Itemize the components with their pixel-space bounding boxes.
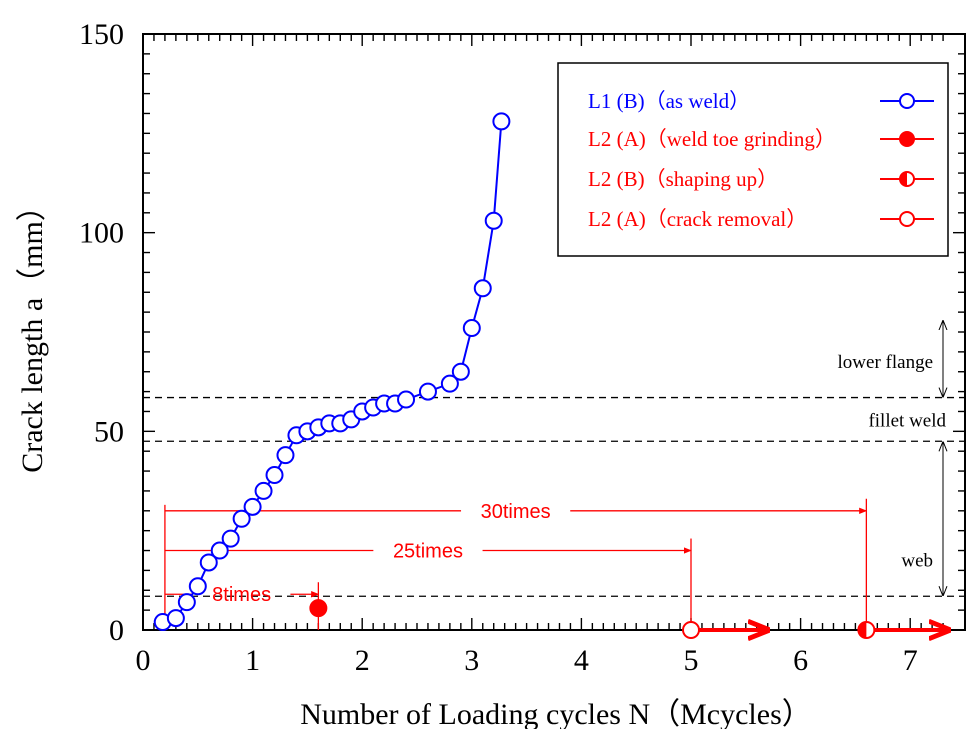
data-series <box>153 112 949 639</box>
legend-marker <box>899 93 915 109</box>
x-axis-label: Number of Loading cycles N（Mcycles） <box>300 698 812 729</box>
x-tick-label: 3 <box>464 644 479 677</box>
data-point <box>440 374 459 393</box>
region-markers: lower flange fillet weld web <box>838 321 947 595</box>
data-point <box>243 497 262 516</box>
x-tick-label: 1 <box>245 644 260 677</box>
annotation-label-30times: 30times <box>481 501 551 523</box>
data-point <box>492 112 511 131</box>
data-point <box>484 211 503 230</box>
x-tick-label: 7 <box>903 644 918 677</box>
legend-label-1: L2 (A)（weld toe grinding） <box>588 127 836 151</box>
data-point <box>309 599 328 618</box>
region-label-lower-flange: lower flange <box>838 352 933 373</box>
legend-box <box>557 62 949 257</box>
data-point <box>473 279 492 298</box>
data-point <box>276 446 295 465</box>
x-tick-labels: 0 1 2 3 4 5 6 7 <box>136 644 918 677</box>
legend-marker <box>899 131 915 147</box>
x-tick-label: 2 <box>355 644 370 677</box>
data-point <box>418 382 437 401</box>
data-point <box>265 466 284 485</box>
x-tick-label: 0 <box>136 644 151 677</box>
data-point <box>199 553 218 572</box>
data-point <box>254 481 273 500</box>
region-label-fillet-weld: fillet weld <box>868 410 946 431</box>
y-tick-label: 50 <box>94 415 124 448</box>
data-point <box>166 609 185 628</box>
y-tick-label: 0 <box>109 614 124 647</box>
legend-label-2: L2 (B)（shaping up） <box>588 167 778 191</box>
axis-ticks <box>143 34 965 630</box>
annotation-label-8times: 8times <box>212 584 271 606</box>
x-tick-label: 4 <box>574 644 589 677</box>
legend-marker <box>899 171 915 187</box>
data-point <box>210 541 229 560</box>
y-tick-label: 150 <box>79 18 124 51</box>
y-tick-labels: 0 50 100 150 <box>79 18 124 647</box>
legend: L1 (B)（as weld） L2 (A)（weld toe grinding）… <box>557 62 949 257</box>
cycle-ratio-annotations: 8times 25times 30times <box>164 498 868 630</box>
x-tick-label: 5 <box>684 644 699 677</box>
legend-label-3: L2 (A)（crack removal） <box>588 207 807 231</box>
data-point <box>232 509 251 528</box>
data-point <box>451 362 470 381</box>
legend-marker <box>899 211 915 227</box>
annotation-label-25times: 25times <box>393 541 463 563</box>
data-point <box>682 621 700 639</box>
y-tick-label: 100 <box>79 217 124 250</box>
data-point <box>397 390 416 409</box>
region-label-web: web <box>901 550 933 571</box>
legend-label-0: L1 (B)（as weld） <box>588 89 750 113</box>
data-point <box>188 577 207 596</box>
y-axis-label: Crack length a（mm） <box>16 191 49 473</box>
data-point <box>177 593 196 612</box>
boundary-lines <box>143 396 965 597</box>
data-point <box>857 621 876 639</box>
data-point <box>221 529 240 548</box>
x-tick-label: 6 <box>793 644 808 677</box>
data-point <box>462 319 481 338</box>
